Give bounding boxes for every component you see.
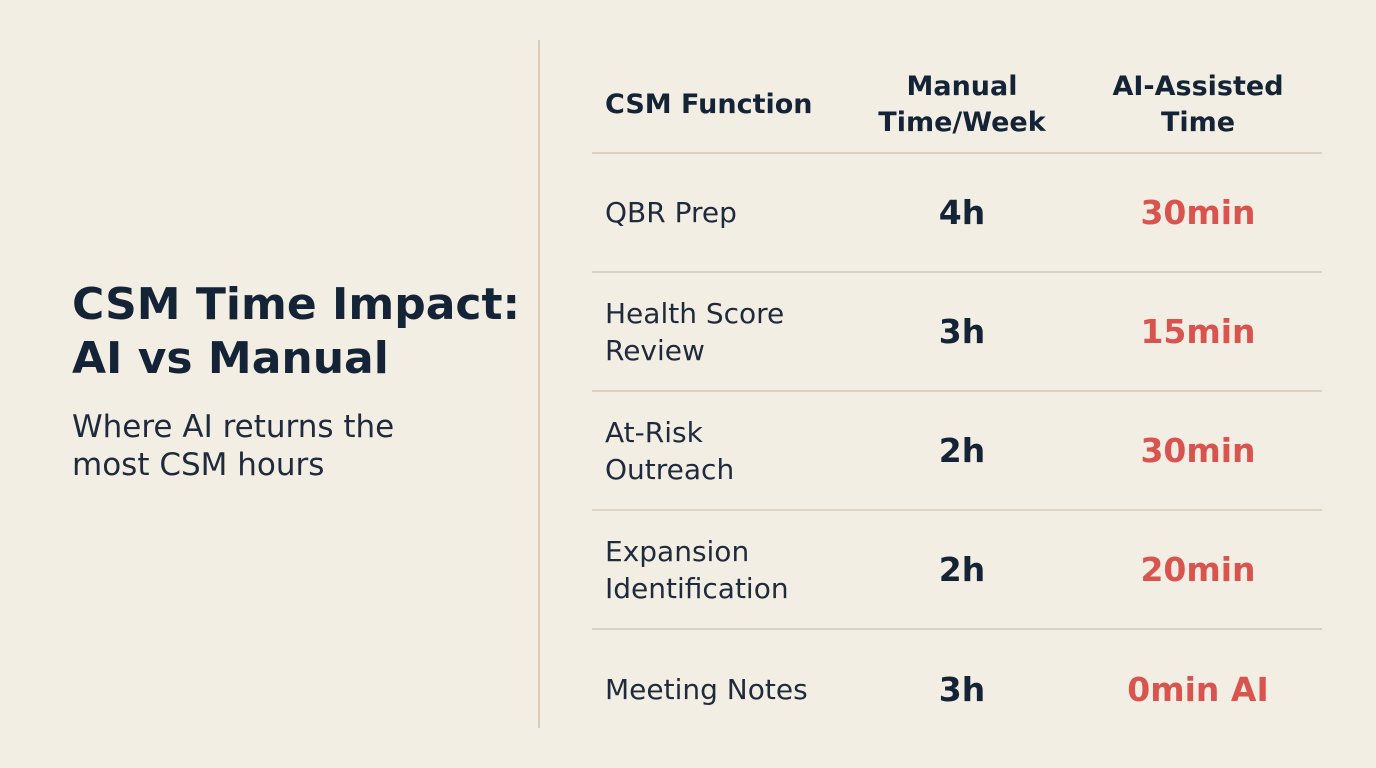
column-header-manual: Manual Time/Week bbox=[850, 69, 1074, 141]
column-header-function-line-1: CSM Function bbox=[605, 89, 813, 120]
table-row: At-Risk Outreach 2h 30min bbox=[592, 392, 1322, 511]
function-cell: QBR Prep bbox=[592, 194, 850, 231]
function-cell: Health Score Review bbox=[592, 295, 850, 369]
table-header-row: CSM Function Manual Time/Week AI-Assiste… bbox=[592, 58, 1322, 154]
column-header-function: CSM Function bbox=[592, 87, 850, 123]
manual-time-cell: 3h bbox=[938, 670, 986, 709]
page-title-line-1: CSM Time Impact: bbox=[72, 279, 521, 330]
page-subtitle: Where AI returns the most CSM hours bbox=[72, 408, 522, 484]
page-subtitle-line-2: most CSM hours bbox=[72, 447, 325, 483]
ai-time-cell: 30min bbox=[1140, 431, 1256, 470]
function-label-line-1: Expansion bbox=[605, 534, 750, 568]
table-row: QBR Prep 4h 30min bbox=[592, 154, 1322, 273]
table-row: Health Score Review 3h 15min bbox=[592, 273, 1322, 392]
function-label-line-2: Outreach bbox=[605, 452, 735, 486]
column-header-ai: AI-Assisted Time bbox=[1074, 69, 1322, 141]
table-row: Expansion Identification 2h 20min bbox=[592, 511, 1322, 630]
table-row: Meeting Notes 3h 0min AI bbox=[592, 630, 1322, 749]
column-header-manual-line-2: Time/Week bbox=[878, 107, 1046, 138]
comparison-table: CSM Function Manual Time/Week AI-Assiste… bbox=[592, 58, 1322, 749]
column-header-ai-line-2: Time bbox=[1160, 107, 1236, 138]
manual-time-cell: 3h bbox=[938, 312, 986, 351]
function-label-line-1: At-Risk bbox=[605, 415, 703, 449]
manual-time-cell: 2h bbox=[938, 431, 986, 470]
manual-time-cell: 4h bbox=[938, 193, 986, 232]
ai-time-cell: 15min bbox=[1140, 312, 1256, 351]
function-label-line-1: Health Score bbox=[605, 296, 785, 330]
page-title: CSM Time Impact: AI vs Manual bbox=[72, 278, 522, 386]
manual-time-cell: 2h bbox=[938, 550, 986, 589]
function-label-line-2: Identification bbox=[605, 571, 789, 605]
function-label-line-2: Review bbox=[605, 333, 705, 367]
function-label-line-1: QBR Prep bbox=[605, 196, 737, 229]
ai-time-cell: 30min bbox=[1140, 193, 1256, 232]
vertical-divider bbox=[538, 40, 540, 728]
ai-time-cell: 0min AI bbox=[1127, 670, 1269, 709]
column-header-manual-line-1: Manual bbox=[906, 71, 1018, 102]
page-subtitle-line-1: Where AI returns the bbox=[72, 409, 395, 445]
column-header-ai-line-1: AI-Assisted bbox=[1112, 71, 1284, 102]
function-cell: Meeting Notes bbox=[592, 671, 850, 708]
function-cell: At-Risk Outreach bbox=[592, 414, 850, 488]
ai-time-cell: 20min bbox=[1140, 550, 1256, 589]
function-cell: Expansion Identification bbox=[592, 533, 850, 607]
page-title-line-2: AI vs Manual bbox=[72, 333, 389, 384]
function-label-line-1: Meeting Notes bbox=[605, 673, 808, 706]
title-panel: CSM Time Impact: AI vs Manual Where AI r… bbox=[72, 278, 522, 484]
